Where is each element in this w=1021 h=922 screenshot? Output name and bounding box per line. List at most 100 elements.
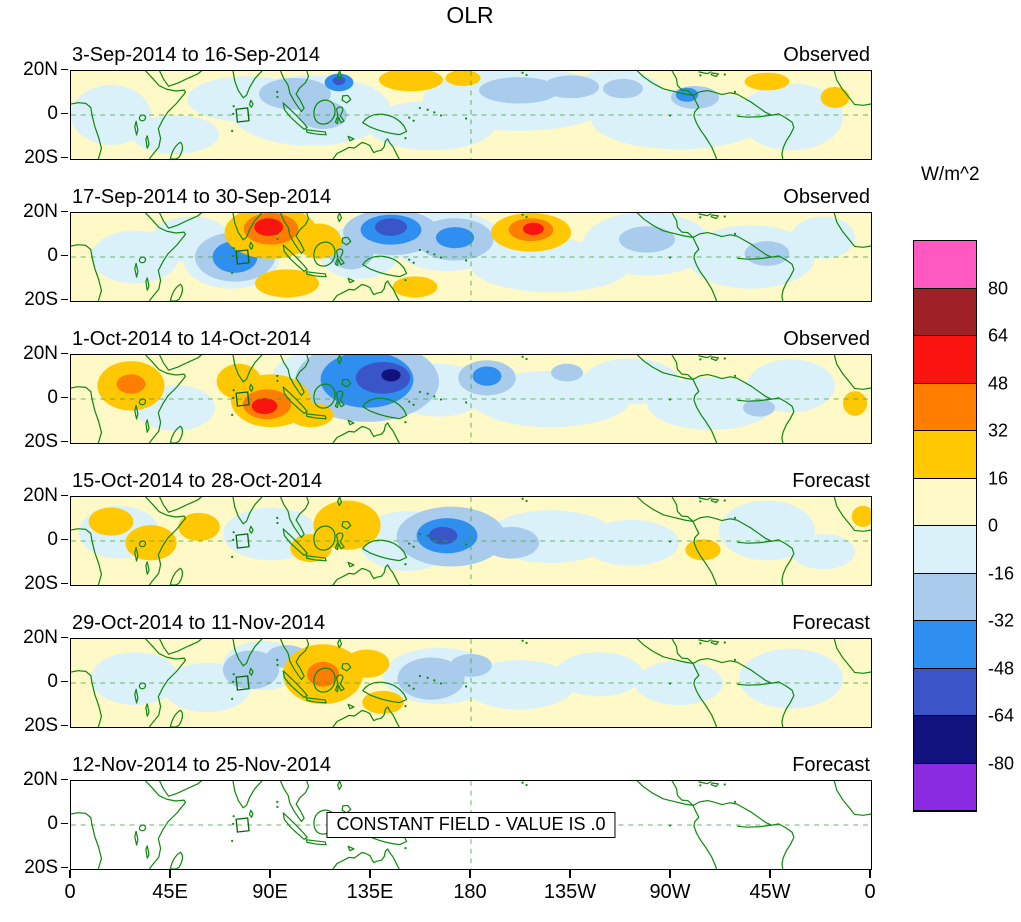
colorbar-segment bbox=[914, 763, 976, 811]
y-tick-mark bbox=[61, 725, 68, 727]
colorbar-segment bbox=[914, 526, 976, 574]
y-tick-mark bbox=[61, 441, 68, 443]
colorbar-segment bbox=[914, 383, 976, 431]
x-tick-label: 45W bbox=[749, 881, 791, 903]
colorbar-tick-label: 16 bbox=[988, 468, 1009, 488]
colorbar-segment bbox=[914, 478, 976, 526]
x-tick-label: 135W bbox=[543, 881, 597, 903]
map-frame bbox=[70, 70, 872, 160]
panel-6: 12-Nov-2014 to 25-Nov-2014 Forecast 20N … bbox=[0, 754, 1021, 896]
panel-date-range: 15-Oct-2014 to 28-Oct-2014 bbox=[72, 470, 323, 492]
panel-date-range: 12-Nov-2014 to 25-Nov-2014 bbox=[72, 754, 332, 776]
x-axis: 0 45E 90E 135E 180 135W 90W 45W 0 bbox=[0, 869, 1021, 913]
panel-source-label: Observed bbox=[783, 328, 870, 350]
x-tick-mark bbox=[269, 870, 271, 878]
colorbar: 80 64 48 32 16 0 -16 -32 -48 -64 -80 bbox=[913, 240, 1014, 812]
colorbar-tick-label: 64 bbox=[988, 325, 1009, 346]
map-frame bbox=[70, 638, 872, 728]
y-tick-label: 20N bbox=[23, 201, 58, 222]
y-tick-mark bbox=[61, 637, 68, 639]
y-tick-label: 20N bbox=[23, 343, 58, 364]
y-tick-label: 20N bbox=[23, 769, 58, 790]
constant-field-note: CONSTANT FIELD - VALUE IS .0 bbox=[326, 812, 616, 838]
panel-source-label: Forecast bbox=[792, 754, 870, 776]
colorbar-segment bbox=[914, 716, 976, 764]
y-tick-mark bbox=[61, 823, 68, 825]
y-tick-label: 20S bbox=[24, 715, 58, 736]
y-tick-label: 0 bbox=[47, 813, 58, 834]
y-tick-label: 20S bbox=[24, 289, 58, 310]
colorbar-segment bbox=[914, 621, 976, 669]
x-tick-label: 180 bbox=[453, 881, 487, 903]
units-label: W/m^2 bbox=[921, 164, 980, 185]
y-tick-label: 0 bbox=[47, 103, 58, 124]
colorbar-tick-label: 0 bbox=[988, 515, 999, 536]
y-tick-mark bbox=[61, 779, 68, 781]
panel-3: 1-Oct-2014 to 14-Oct-2014 Observed 20N 0… bbox=[0, 328, 1021, 470]
colorbar-segment bbox=[914, 241, 976, 289]
panel-source-label: Observed bbox=[783, 186, 870, 208]
chart-title: OLR bbox=[446, 2, 494, 28]
panel-1: 3-Sep-2014 to 16-Sep-2014 Observed 20N 0… bbox=[0, 44, 1021, 186]
map-frame: CONSTANT FIELD - VALUE IS .0 bbox=[70, 780, 872, 870]
panel-5: 29-Oct-2014 to 11-Nov-2014 Forecast 20N … bbox=[0, 612, 1021, 754]
y-tick-mark bbox=[61, 255, 68, 257]
y-tick-mark bbox=[61, 397, 68, 399]
map-canvas bbox=[71, 71, 871, 159]
colorbar-segment bbox=[914, 336, 976, 384]
y-tick-mark bbox=[61, 867, 68, 869]
panel-source-label: Forecast bbox=[792, 612, 870, 634]
x-tick-mark bbox=[869, 870, 871, 878]
y-tick-mark bbox=[61, 539, 68, 541]
colorbar-tick-label: 80 bbox=[988, 278, 1009, 298]
map-frame bbox=[70, 354, 872, 444]
x-tick-mark bbox=[469, 870, 471, 878]
panel-date-range: 17-Sep-2014 to 30-Sep-2014 bbox=[72, 186, 332, 208]
map-canvas bbox=[71, 355, 871, 443]
x-tick-label: 0 bbox=[64, 881, 76, 903]
y-tick-mark bbox=[61, 495, 68, 497]
colorbar-segment bbox=[914, 431, 976, 479]
y-tick-mark bbox=[61, 299, 68, 301]
map-frame bbox=[70, 212, 872, 302]
colorbar-tick-label: 48 bbox=[988, 373, 1009, 393]
colorbar-tick-label: 32 bbox=[988, 420, 1009, 441]
x-tick-label: 45E bbox=[152, 881, 188, 903]
y-tick-mark bbox=[61, 69, 68, 71]
y-tick-mark bbox=[61, 113, 68, 115]
y-tick-label: 0 bbox=[47, 529, 58, 550]
map-canvas bbox=[71, 213, 871, 301]
colorbar-tick-label: -48 bbox=[988, 658, 1015, 678]
x-tick-mark bbox=[569, 870, 571, 878]
colorbar-tick-label: -80 bbox=[988, 753, 1015, 773]
y-tick-label: 20S bbox=[24, 573, 58, 594]
y-tick-label: 20S bbox=[24, 431, 58, 452]
x-tick-mark bbox=[69, 870, 71, 878]
x-tick-label: 135E bbox=[346, 881, 394, 903]
map-canvas bbox=[71, 639, 871, 727]
y-tick-label: 0 bbox=[47, 387, 58, 408]
x-tick-label: 90E bbox=[252, 881, 288, 903]
x-tick-mark bbox=[669, 870, 671, 878]
panel-source-label: Forecast bbox=[792, 470, 870, 492]
y-tick-label: 20N bbox=[23, 59, 58, 80]
panel-date-range: 1-Oct-2014 to 14-Oct-2014 bbox=[72, 328, 312, 350]
y-tick-label: 20S bbox=[24, 857, 58, 878]
x-tick-mark bbox=[769, 870, 771, 878]
y-tick-mark bbox=[61, 583, 68, 585]
y-tick-mark bbox=[61, 157, 68, 159]
panel-4: 15-Oct-2014 to 28-Oct-2014 Forecast 20N … bbox=[0, 470, 1021, 612]
y-tick-mark bbox=[61, 681, 68, 683]
x-tick-label: 0 bbox=[864, 881, 876, 903]
colorbar-tick-label: -32 bbox=[988, 610, 1015, 631]
x-tick-mark bbox=[369, 870, 371, 878]
panel-date-range: 29-Oct-2014 to 11-Nov-2014 bbox=[72, 612, 326, 634]
x-tick-mark bbox=[169, 870, 171, 878]
colorbar-segment bbox=[914, 573, 976, 621]
panel-source-label: Observed bbox=[783, 44, 870, 66]
y-tick-label: 20S bbox=[24, 147, 58, 168]
y-tick-mark bbox=[61, 353, 68, 355]
map-canvas bbox=[71, 497, 871, 585]
y-tick-mark bbox=[61, 211, 68, 213]
